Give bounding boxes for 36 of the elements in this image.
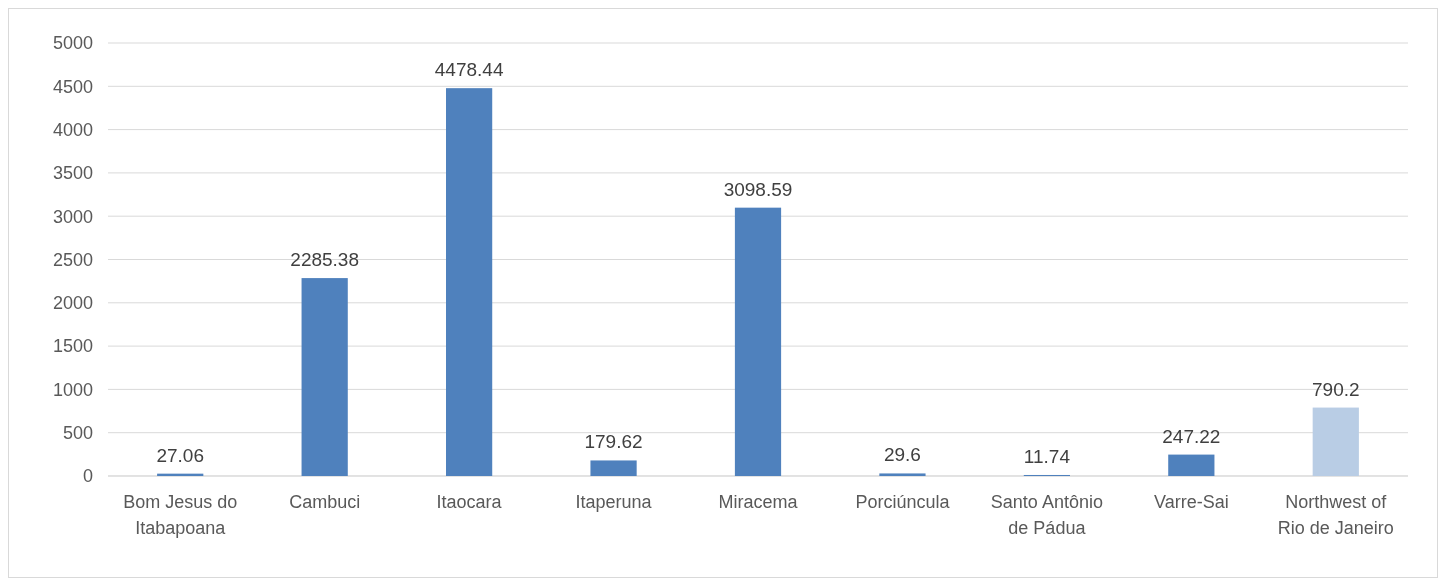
- y-tick-label: 500: [62, 423, 93, 443]
- data-label: 2285.38: [290, 249, 360, 271]
- bar: [879, 473, 926, 476]
- x-tick-label: Porciúncula: [855, 492, 951, 512]
- data-label: 27.06: [156, 444, 204, 466]
- y-tick-label: 2500: [52, 249, 93, 270]
- y-tick-label: 3500: [52, 163, 93, 184]
- x-tick-label: Bom Jesus do Itabapoana: [123, 492, 238, 538]
- y-tick-label: 3000: [52, 206, 93, 227]
- bar: [1168, 454, 1215, 476]
- bar: [301, 278, 348, 476]
- data-label: 3098.59: [723, 178, 793, 200]
- bar: [1312, 407, 1359, 476]
- y-tick-label: 2000: [52, 293, 93, 314]
- data-label: 179.62: [584, 431, 643, 453]
- x-tick-label: Cambuci: [289, 492, 361, 512]
- data-label: 4478.44: [434, 59, 504, 81]
- y-tick-label: 4000: [52, 119, 93, 140]
- y-tick-label: 5000: [52, 33, 93, 54]
- y-tick-label: 1500: [52, 336, 93, 357]
- bar: [590, 460, 637, 476]
- data-label: 11.74: [1023, 445, 1071, 467]
- x-tick-label: Itaperuna: [575, 492, 653, 512]
- x-tick-label: Northwest of Rio de Janeiro: [1277, 492, 1394, 538]
- bar: [734, 207, 782, 476]
- y-tick-label: 0: [82, 466, 93, 487]
- data-label: 29.6: [883, 444, 921, 466]
- x-tick-label: Itaocara: [436, 492, 503, 512]
- x-tick-label: Varre-Sai: [1153, 492, 1229, 512]
- x-tick-label: Miracema: [718, 492, 799, 512]
- data-label: 247.22: [1162, 425, 1221, 447]
- y-tick-label: 1000: [52, 379, 93, 400]
- data-label: 790.2: [1312, 378, 1360, 400]
- x-tick-label: Santo Antônio de Pádua: [990, 492, 1103, 538]
- y-tick-label: 4500: [52, 76, 93, 97]
- bar: [446, 88, 493, 476]
